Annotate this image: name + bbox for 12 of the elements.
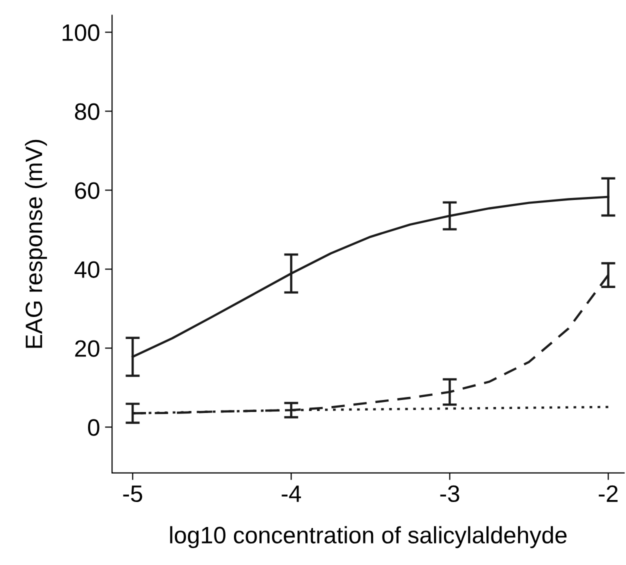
y-tick-label: 0: [88, 419, 100, 436]
y-tick-label: 40: [74, 261, 100, 278]
y-tick-label: 100: [62, 24, 100, 42]
y-tick-label: 60: [75, 182, 100, 199]
x-tick-label: -5: [123, 486, 142, 502]
x-tick-label: -3: [440, 485, 460, 502]
x-tick-label: -4: [282, 486, 302, 502]
x-tick-label: -2: [598, 485, 618, 502]
y-axis-title: EAG response (mV): [24, 140, 47, 348]
y-tick-label: 80: [75, 103, 100, 120]
y-tick-label: 20: [75, 340, 100, 357]
x-axis-title: log10 concentration of salicylaldehyde: [170, 526, 567, 548]
